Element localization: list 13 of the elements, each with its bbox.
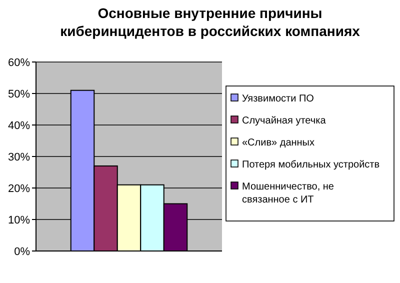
legend-label: «Слив» данных	[242, 138, 314, 148]
legend-label: Случайная утечка	[242, 116, 326, 126]
y-tick-label: 0%	[14, 246, 30, 258]
y-tick-label: 20%	[8, 182, 30, 195]
legend-label: Уязвимости ПО	[242, 94, 314, 104]
legend-label: Потеря мобильных устройств	[242, 160, 380, 170]
y-tick-label: 30%	[8, 151, 30, 164]
y-tick-label: 60%	[8, 56, 30, 69]
y-tick-label: 40%	[8, 120, 30, 132]
chart-title: Основные внутренние причины киберинцидентов в российских компаниях	[60, 5, 360, 39]
y-tick-label: 10%	[8, 214, 30, 226]
y-tick-label: 50%	[8, 88, 30, 100]
legend-label: Мошенничество, не связанное с ИТ	[242, 182, 334, 206]
